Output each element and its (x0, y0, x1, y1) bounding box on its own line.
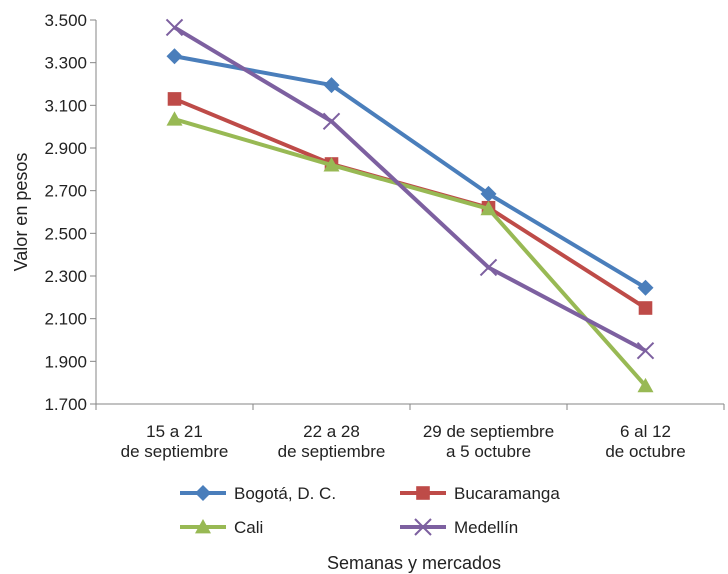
data-point (165, 18, 184, 37)
data-point (323, 77, 340, 94)
series-line (173, 117, 647, 388)
data-point (636, 341, 655, 360)
legend-label: Cali (234, 518, 263, 537)
data-point (414, 518, 432, 536)
data-point (480, 185, 497, 202)
data-point (166, 48, 183, 65)
chart-legend: Bogotá, D. C. Bucaramanga Cali Medellín (180, 484, 560, 537)
series-3 (165, 18, 655, 360)
legend-item: Cali (180, 518, 263, 537)
legend-label: Medellín (454, 518, 518, 537)
x-category-label: 6 al 12 de octubre (605, 422, 685, 461)
chart-series (165, 18, 655, 393)
legend-item: Bucaramanga (400, 484, 560, 503)
x-category-label: 29 de septiembre a 5 octubre (423, 422, 554, 461)
data-point (322, 112, 341, 131)
data-point (480, 200, 497, 216)
y-tick-label: 2.100 (44, 310, 87, 329)
data-point (195, 519, 211, 534)
series-line (173, 97, 647, 310)
series-2 (166, 111, 654, 393)
legend-label: Bucaramanga (454, 484, 560, 503)
y-tick-label: 3.100 (44, 96, 87, 115)
y-tick-label: 1.900 (44, 352, 87, 371)
y-tick-labels: 1.700 1.900 2.100 2.300 2.500 2.700 2.900 3.100… (44, 11, 87, 414)
data-point (637, 377, 654, 393)
legend-item: Medellín (400, 518, 518, 537)
x-category-label: 15 a 21 de septiembre (121, 422, 229, 461)
series-1 (167, 92, 653, 315)
legend-item: Bogotá, D. C. (180, 484, 336, 503)
y-tick-label: 2.300 (44, 267, 87, 286)
y-tick-label: 1.700 (44, 395, 87, 414)
data-point (638, 301, 653, 315)
chart-axes (90, 19, 725, 410)
x-category-label: 22 a 28 de septiembre (278, 422, 386, 461)
data-point (637, 279, 654, 296)
data-point (323, 157, 340, 172)
data-point (195, 485, 211, 501)
x-axis-label: Semanas y mercados (327, 553, 501, 573)
x-category-labels: 15 a 21 de septiembre 22 a 28 de septiembre… (121, 422, 686, 461)
y-tick-label: 2.700 (44, 182, 87, 201)
y-axis-label: Valor en pesos (11, 153, 31, 272)
y-tick-label: 3.500 (44, 11, 87, 30)
y-tick-label: 2.500 (44, 224, 87, 243)
legend-label: Bogotá, D. C. (234, 484, 336, 503)
series-line (174, 54, 647, 290)
data-point (479, 258, 498, 277)
y-tick-label: 2.900 (44, 139, 87, 158)
data-point (416, 486, 430, 500)
data-point (167, 92, 182, 106)
data-point (166, 111, 183, 126)
series-line (173, 25, 647, 353)
series-0 (166, 48, 654, 296)
y-tick-label: 3.300 (44, 54, 87, 73)
